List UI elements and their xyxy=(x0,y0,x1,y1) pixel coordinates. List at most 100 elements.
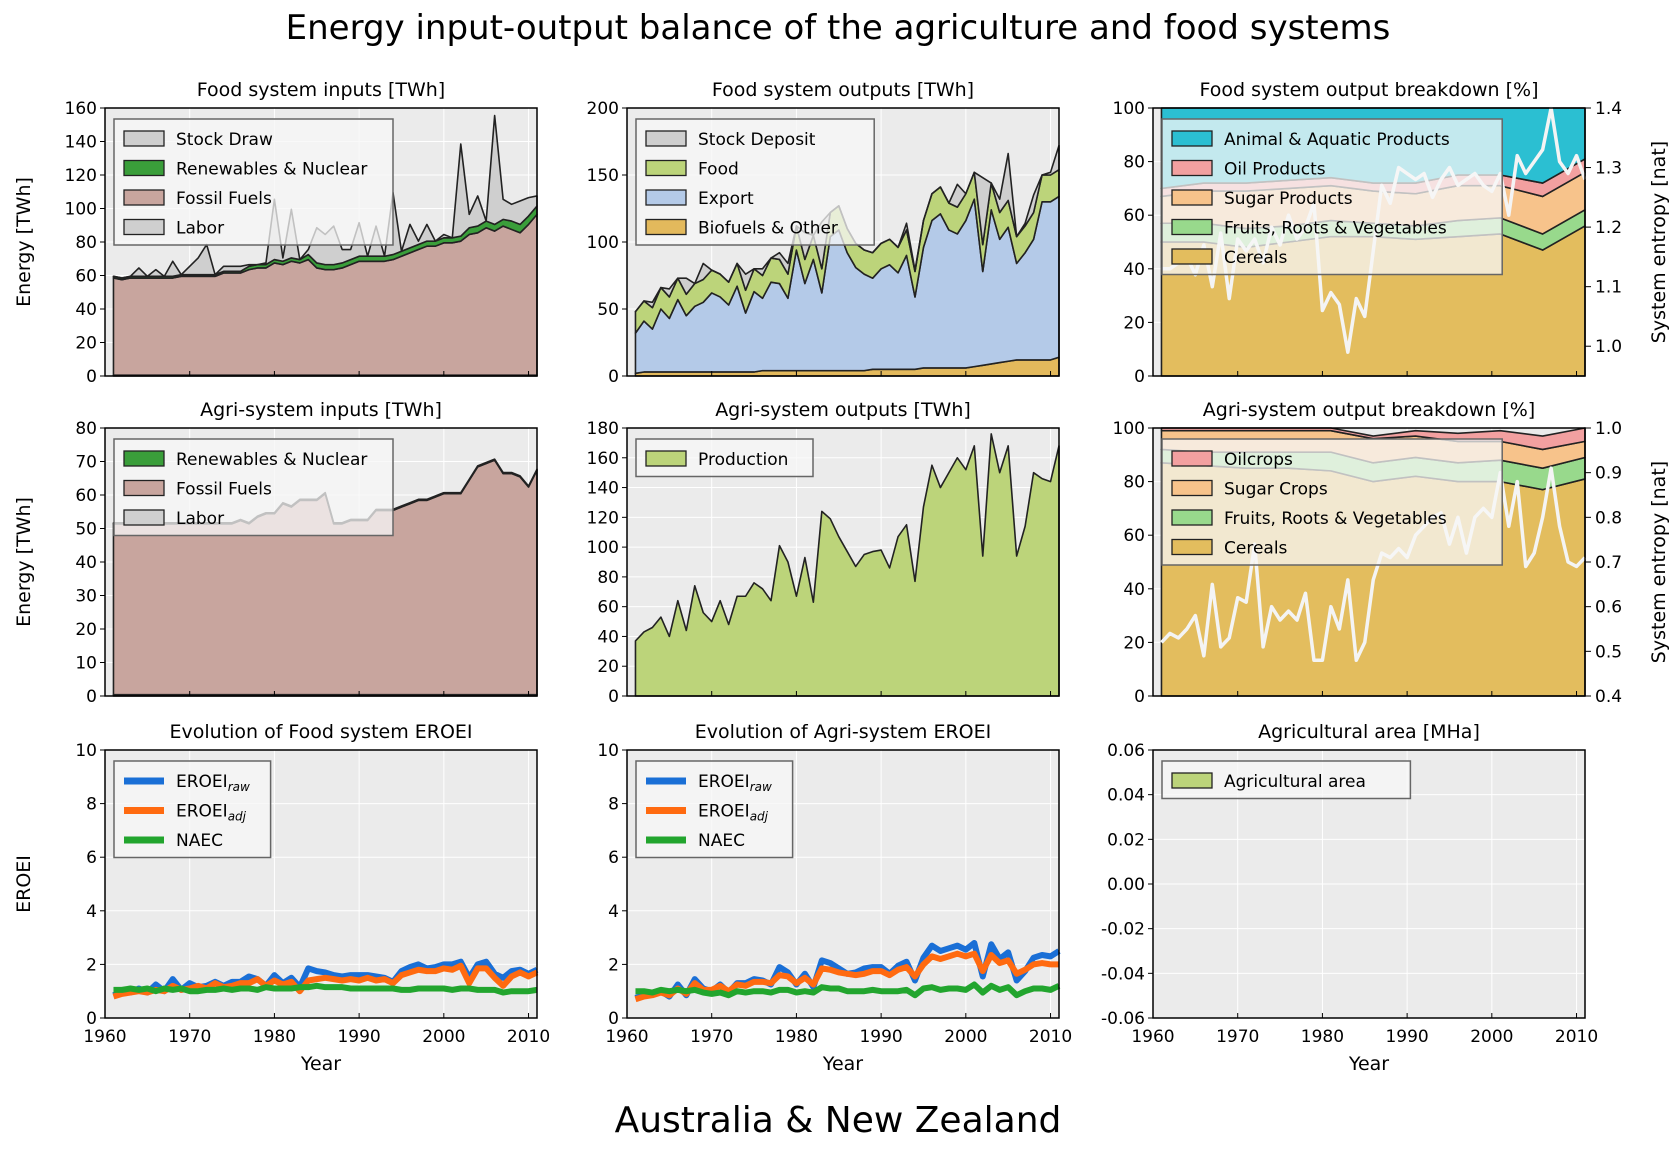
legend-label: Oilcrops xyxy=(1224,450,1293,470)
y-tick-label: 0 xyxy=(1134,367,1145,387)
legend-label: Production xyxy=(698,450,788,470)
y-tick-label: -0.06 xyxy=(1101,1009,1145,1029)
x-tick-label: 1980 xyxy=(253,1027,296,1047)
y-tick-label: 100 xyxy=(587,538,619,558)
y-tick-label: 10 xyxy=(75,654,97,674)
x-tick-label: 1980 xyxy=(1301,1027,1344,1047)
legend-swatch xyxy=(123,450,165,467)
y2-tick-label: 0.5 xyxy=(1595,642,1622,662)
legend-swatch xyxy=(1171,189,1213,206)
y-tick-label: 40 xyxy=(75,553,97,573)
legend-swatch xyxy=(645,450,687,467)
y-tick-label: 80 xyxy=(597,568,619,588)
legend-label: Cereals xyxy=(1224,248,1288,268)
y-tick-label: 100 xyxy=(587,233,619,253)
y-tick-label: 20 xyxy=(1123,633,1145,653)
panel-title: Agricultural area [MHa] xyxy=(1258,721,1480,743)
panel-food_outputs: 0 50 100 150 200 Food system outputs [TWh] Sto… xyxy=(587,79,1060,387)
legend-label: Fossil Fuels xyxy=(176,480,272,500)
legend-swatch xyxy=(1171,479,1213,497)
y-tick-label: 120 xyxy=(65,166,97,186)
panel-title: Food system inputs [TWh] xyxy=(197,79,445,101)
y-tick-label: 0 xyxy=(86,367,97,387)
legend-swatch xyxy=(123,189,165,206)
x-axis-label: Year xyxy=(822,1053,863,1075)
legend-label: Labor xyxy=(176,509,224,529)
x-tick-label: 1970 xyxy=(690,1027,733,1047)
legend-label-sub: raw xyxy=(228,780,250,794)
y2-tick-label: 0.9 xyxy=(1595,464,1622,484)
line-naec xyxy=(113,982,538,996)
x-tick-label: 1970 xyxy=(168,1027,211,1047)
legend-label: Fossil Fuels xyxy=(176,189,272,209)
y-tick-label: 140 xyxy=(587,479,619,499)
panel-agri_breakdown: 0.4 0.5 0.6 0.7 0.8 0.9 1.0 System entropy [nat… xyxy=(1113,399,1670,707)
y2-tick-label: 0.6 xyxy=(1595,598,1622,618)
y-tick-label: 150 xyxy=(587,166,619,186)
legend-label: Cereals xyxy=(1224,539,1288,559)
y-tick-label: 60 xyxy=(75,267,97,287)
legend-swatch xyxy=(123,509,165,526)
y-tick-label: 80 xyxy=(1123,473,1145,493)
y2-tick-label: 1.3 xyxy=(1595,159,1622,179)
y-tick-label: 70 xyxy=(75,453,97,473)
legend-swatch xyxy=(645,189,687,206)
y2-tick-label: 1.0 xyxy=(1595,419,1622,439)
y-tick-label: 2 xyxy=(608,955,619,975)
legend-swatch xyxy=(123,479,165,497)
panel-agri_inputs: 0 10 20 30 40 50 60 70 80 Energy [TWh] Agri-system… xyxy=(13,399,538,707)
legend-label: Renewables & Nuclear xyxy=(176,160,367,180)
legend-swatch xyxy=(1171,450,1213,467)
legend-label: Food xyxy=(698,160,739,180)
y-tick-label: -0.04 xyxy=(1101,964,1145,984)
line-eroei_adj xyxy=(634,950,1059,1003)
y-tick-label: 8 xyxy=(608,795,619,815)
y-tick-label: 4 xyxy=(86,902,97,922)
y-tick-label: 30 xyxy=(75,587,97,607)
y-tick-label: 20 xyxy=(597,657,619,677)
line-naec xyxy=(635,981,1061,999)
legend-label: Stock Deposit xyxy=(698,130,816,150)
y-tick-label: 6 xyxy=(608,848,619,868)
y2-tick-label: 0.8 xyxy=(1595,508,1622,528)
legend-label: Agricultural area xyxy=(1224,772,1366,792)
y-tick-label: 60 xyxy=(1123,206,1145,226)
legend-swatch xyxy=(1171,538,1213,556)
y-tick-label: 100 xyxy=(1113,99,1145,119)
x-axis-label: Year xyxy=(300,1053,341,1075)
x-tick-label: 1960 xyxy=(83,1027,126,1047)
plot-frame xyxy=(1152,427,1586,697)
y-tick-label: 100 xyxy=(65,200,97,220)
y-tick-label: 40 xyxy=(75,300,97,320)
y-tick-label: 0 xyxy=(608,1009,619,1029)
x-tick-label: 2000 xyxy=(944,1027,987,1047)
y-tick-label: 10 xyxy=(597,741,619,761)
y-tick-label: 0.00 xyxy=(1107,875,1145,895)
x-axis-label: Year xyxy=(1348,1053,1389,1075)
legend-label: Sugar Products xyxy=(1224,189,1353,209)
y-tick-label: 50 xyxy=(597,300,619,320)
y-tick-label: 0 xyxy=(608,687,619,707)
entropy-line xyxy=(1160,466,1587,663)
legend-label: Fruits, Roots & Vegetables xyxy=(1224,219,1447,239)
x-tick-label: 2000 xyxy=(422,1027,465,1047)
y-tick-label: 0 xyxy=(86,1009,97,1029)
legend-label: Sugar Crops xyxy=(1224,480,1328,500)
y-tick-label: 180 xyxy=(587,419,619,439)
y-tick-label: 20 xyxy=(75,334,97,354)
x-tick-label: 1980 xyxy=(775,1027,818,1047)
y-tick-label: 0 xyxy=(86,687,97,707)
legend-label: Biofuels & Other xyxy=(698,219,838,239)
y-tick-label: -0.02 xyxy=(1101,920,1145,940)
y-tick-label: 140 xyxy=(65,133,97,153)
legend-box xyxy=(1161,760,1412,800)
y-tick-label: 20 xyxy=(1123,313,1145,333)
panel-agri_eroei: 0 2 4 6 8 10 1960 1970 1980 1990 2000 2010 Year Evolu… xyxy=(597,721,1072,1075)
panel-food_breakdown: 1.0 1.1 1.2 1.3 1.4 System entropy [nat] 0 20 40… xyxy=(1113,79,1670,387)
legend-swatch xyxy=(123,130,165,147)
y2-axis-label: System entropy [nat] xyxy=(1648,141,1670,343)
y-tick-label: 0.02 xyxy=(1107,830,1145,850)
panel-title: Agri-system inputs [TWh] xyxy=(200,399,442,421)
y-axis-label: Energy [TWh] xyxy=(13,177,35,307)
